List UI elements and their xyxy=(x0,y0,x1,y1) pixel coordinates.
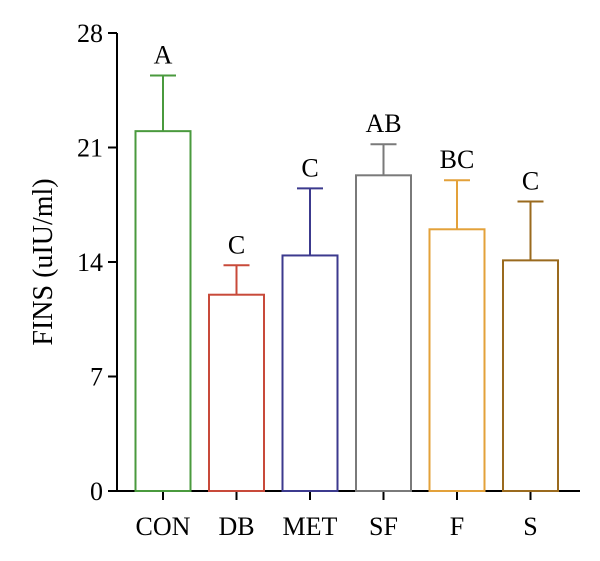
bar-db xyxy=(208,293,265,493)
x-category-label: SF xyxy=(369,512,398,541)
significance-label: C xyxy=(228,230,245,259)
axes: 0 7 14 21 28 xyxy=(77,19,580,506)
y-tick-label: 14 xyxy=(77,248,103,277)
significance-label: C xyxy=(522,166,539,195)
y-tick-label: 28 xyxy=(77,19,103,48)
x-category-label: F xyxy=(450,512,464,541)
x-category-label: CON xyxy=(136,512,191,541)
y-tick-label: 7 xyxy=(90,363,103,392)
x-category-label: MET xyxy=(283,512,338,541)
significance-label: AB xyxy=(365,109,401,138)
bars-group xyxy=(134,74,559,493)
significance-label: A xyxy=(154,41,173,70)
y-axis-title: FINS (uIU/ml) xyxy=(28,178,59,345)
significance-label: C xyxy=(301,153,318,182)
bar-met xyxy=(281,254,339,492)
bar-con xyxy=(134,130,192,492)
significance-label: BC xyxy=(440,145,475,174)
x-category-label: S xyxy=(523,512,537,541)
y-tick-label: 0 xyxy=(90,477,103,506)
bar-f xyxy=(428,228,486,493)
bar-sf xyxy=(355,174,412,493)
bar-s xyxy=(502,259,559,492)
labels-group: A CON C DB C MET AB SF BC F C S xyxy=(136,41,540,541)
y-tick-label: 21 xyxy=(77,134,103,163)
x-category-label: DB xyxy=(218,512,254,541)
